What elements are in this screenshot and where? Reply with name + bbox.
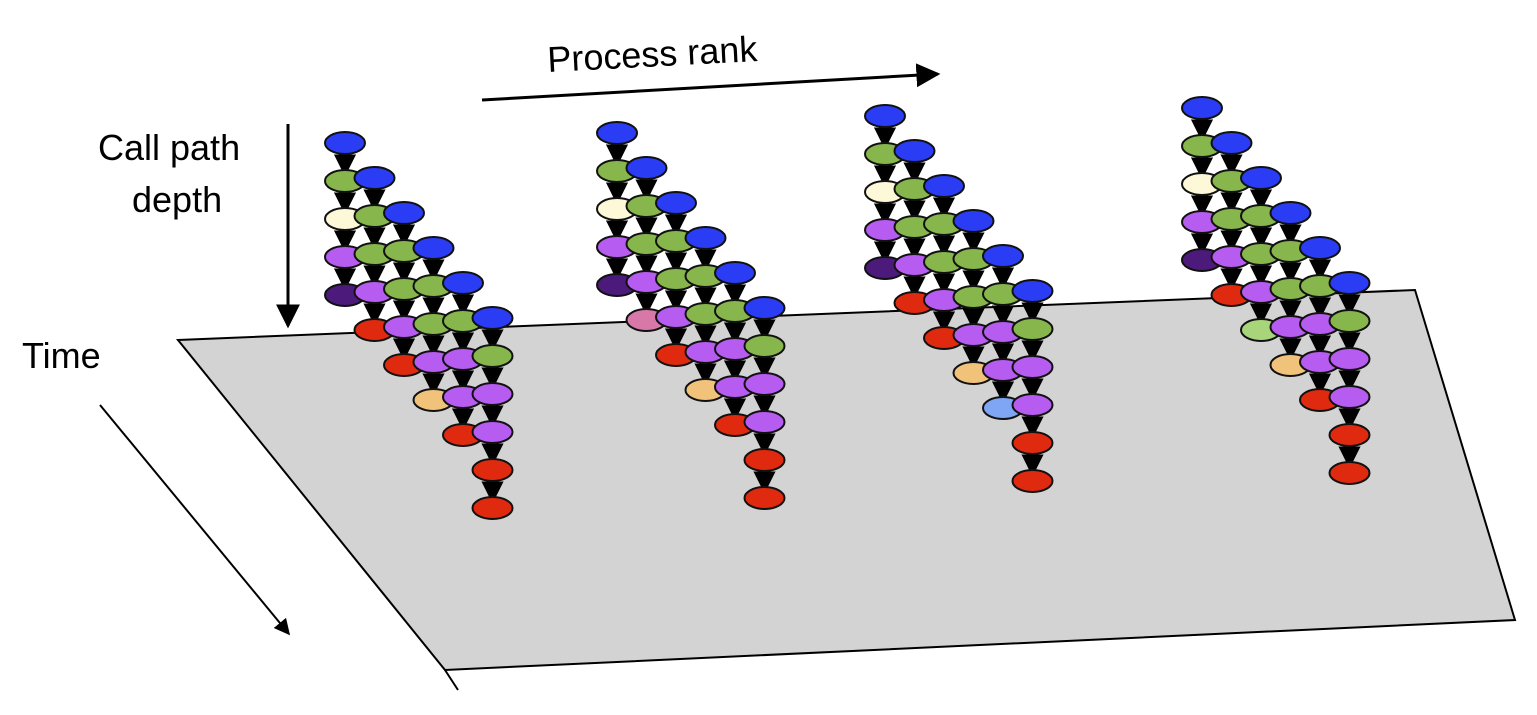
call-path-depth-label-line2: depth bbox=[132, 179, 222, 220]
process-rank-arrow bbox=[481, 63, 941, 102]
call-stack bbox=[743, 296, 786, 510]
call-node bbox=[625, 156, 668, 180]
call-node bbox=[1328, 423, 1371, 447]
call-node bbox=[1011, 469, 1054, 493]
call-stack bbox=[1011, 279, 1054, 493]
call-node bbox=[1011, 431, 1054, 455]
call-node bbox=[743, 334, 786, 358]
call-node bbox=[743, 448, 786, 472]
process-group bbox=[864, 104, 1054, 493]
call-node bbox=[1269, 201, 1312, 225]
call-node bbox=[383, 201, 425, 225]
time-plane bbox=[175, 288, 1517, 672]
call-stack bbox=[471, 306, 514, 520]
call-stack bbox=[1269, 201, 1312, 377]
call-node bbox=[596, 121, 638, 145]
call-node bbox=[1011, 317, 1054, 341]
call-node bbox=[743, 410, 786, 434]
call-node bbox=[471, 306, 514, 330]
process-group bbox=[596, 121, 786, 510]
time-plane-front-edge-shadow bbox=[444, 669, 459, 691]
call-node bbox=[1011, 279, 1054, 303]
call-node bbox=[743, 296, 786, 320]
call-node bbox=[1328, 309, 1371, 333]
call-stack bbox=[893, 139, 936, 315]
call-stack bbox=[353, 166, 396, 342]
call-node bbox=[982, 244, 1024, 268]
call-node bbox=[324, 131, 366, 155]
time-arrow bbox=[99, 404, 291, 636]
call-stack bbox=[1328, 271, 1371, 485]
call-node bbox=[353, 166, 396, 190]
call-node bbox=[1328, 347, 1371, 371]
call-node bbox=[471, 382, 514, 406]
call-node bbox=[412, 236, 455, 260]
call-node bbox=[1240, 166, 1282, 190]
process-group bbox=[1181, 96, 1371, 485]
call-node bbox=[952, 209, 995, 233]
call-node bbox=[864, 104, 906, 128]
process-group bbox=[324, 131, 514, 520]
call-path-depth-label-line1: Call path bbox=[98, 127, 240, 168]
call-node bbox=[714, 261, 756, 285]
call-node bbox=[1328, 271, 1371, 295]
call-node bbox=[1328, 461, 1371, 485]
call-node bbox=[655, 191, 697, 215]
call-stack bbox=[596, 121, 638, 297]
call-node bbox=[923, 174, 965, 198]
call-path-stacks bbox=[324, 96, 1371, 520]
call-node bbox=[471, 344, 514, 368]
call-node bbox=[442, 271, 484, 295]
call-node bbox=[471, 458, 514, 482]
call-node bbox=[1299, 236, 1341, 260]
process-rank-label: Process rank bbox=[546, 28, 759, 80]
call-node bbox=[1328, 385, 1371, 409]
call-node bbox=[893, 139, 936, 163]
call-node bbox=[1181, 96, 1223, 120]
call-node bbox=[1011, 355, 1054, 379]
call-node bbox=[684, 226, 727, 250]
call-node bbox=[471, 420, 514, 444]
call-node bbox=[743, 372, 786, 396]
call-node bbox=[471, 496, 514, 520]
call-node bbox=[1210, 131, 1253, 155]
call-node bbox=[1011, 393, 1054, 417]
call-node bbox=[743, 486, 786, 510]
time-label: Time bbox=[22, 335, 101, 376]
